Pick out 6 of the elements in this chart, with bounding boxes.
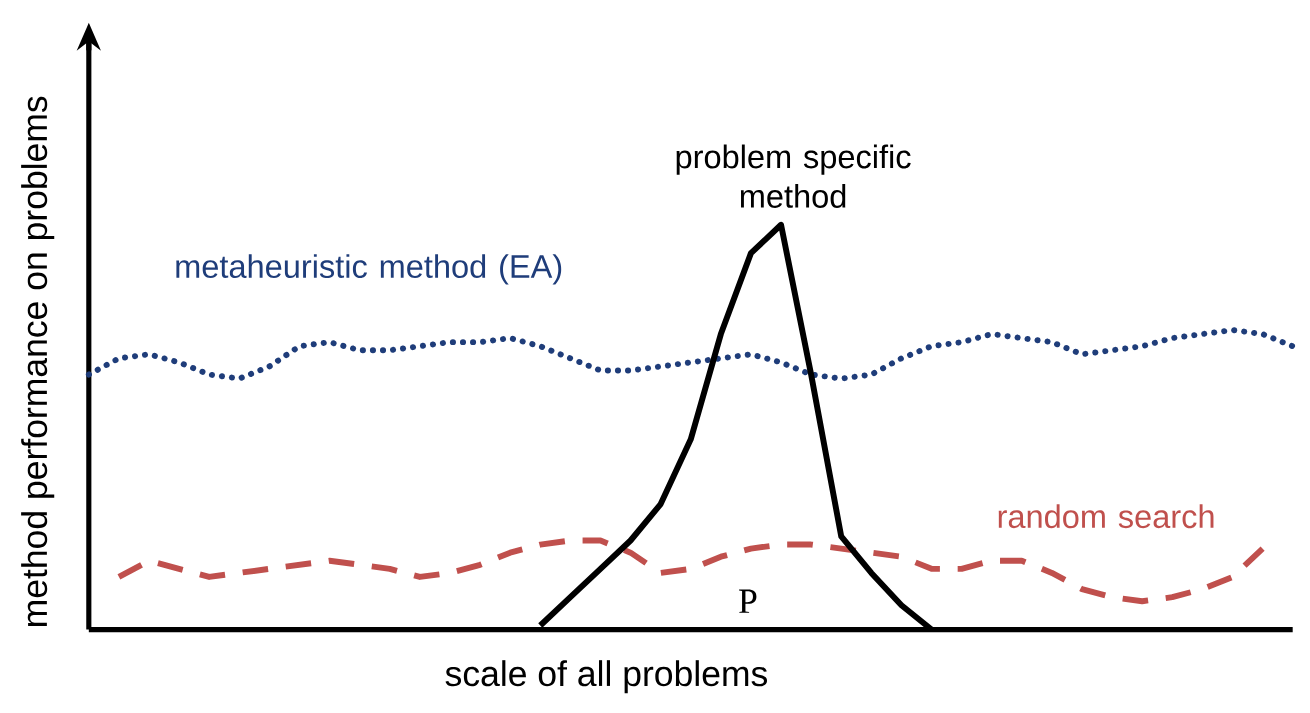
- x-axis-title: scale of all problems: [445, 659, 767, 694]
- series-label: random search: [998, 504, 1214, 528]
- text: metaheuristic method (EA): [176, 253, 562, 285]
- y-axis-title: method performance on problems: [21, 96, 55, 626]
- annotation: P: [739, 589, 757, 613]
- series-label: problem specific method: [676, 144, 911, 208]
